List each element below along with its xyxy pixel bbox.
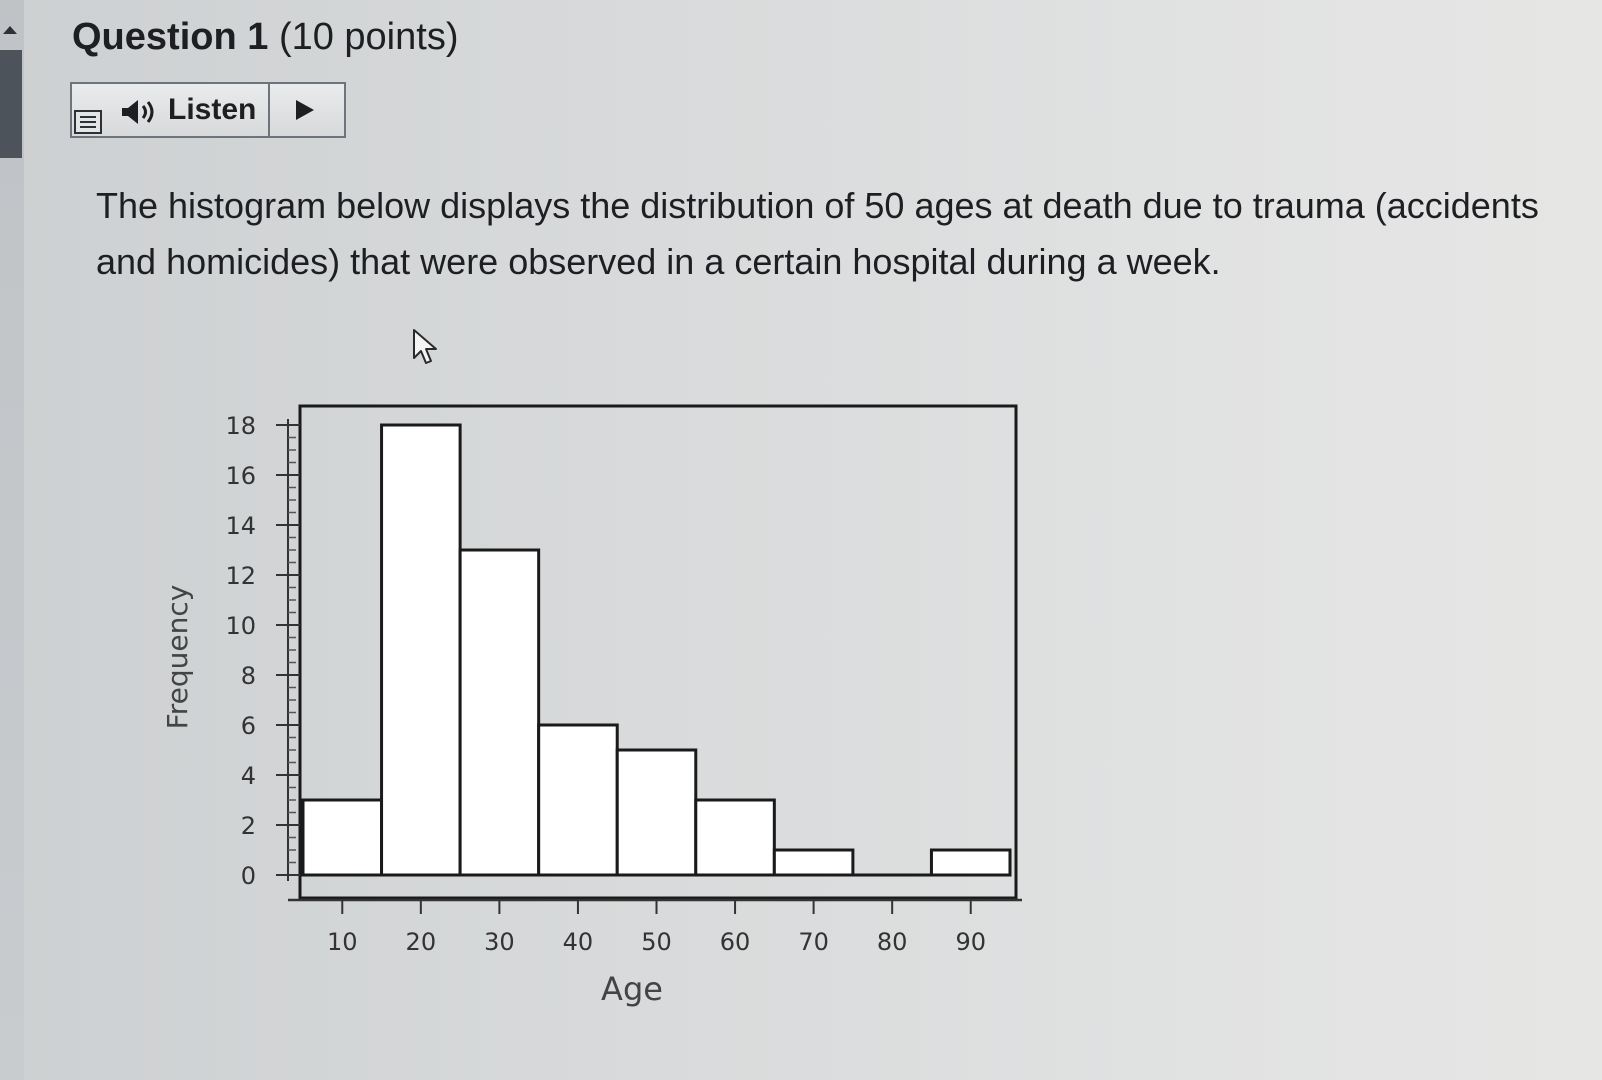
menu-icon[interactable] <box>74 110 102 134</box>
y-tick-label: 12 <box>225 562 256 590</box>
y-tick-label: 6 <box>241 712 256 740</box>
y-tick-label: 18 <box>225 412 256 440</box>
scrollbar-thumb[interactable] <box>0 50 22 158</box>
x-tick-label: 70 <box>798 928 829 956</box>
question-heading: Question 1 (10 points) <box>72 16 458 59</box>
x-tick-label: 90 <box>955 928 986 956</box>
play-icon <box>296 100 314 120</box>
y-axis-label: Frequency <box>161 585 194 730</box>
x-tick-label: 10 <box>327 928 358 956</box>
y-tick-label: 10 <box>225 612 256 640</box>
listen-divider <box>268 84 270 136</box>
histogram-bar-55–65 <box>694 798 776 877</box>
y-tick-label: 14 <box>225 512 256 540</box>
y-tick-label: 16 <box>225 462 256 490</box>
histogram-bar-25–35 <box>458 548 541 877</box>
histogram-bar-5–15 <box>301 798 384 877</box>
listen-widget: Listen <box>70 82 346 138</box>
x-axis-label: Age <box>601 970 663 1008</box>
y-tick-label: 4 <box>241 762 256 790</box>
mouse-cursor-icon <box>413 329 437 364</box>
y-tick-label: 0 <box>241 862 256 890</box>
histogram-bar-65–75 <box>772 848 855 877</box>
plot-frame <box>298 404 1018 900</box>
histogram-bar-35–45 <box>537 723 619 877</box>
question-prompt: The histogram below displays the distrib… <box>96 185 1539 282</box>
histogram-bar-85–95 <box>929 848 1012 877</box>
y-tick-label: 8 <box>241 662 256 690</box>
histogram-bar-15–25 <box>380 423 462 877</box>
listen-button[interactable]: Listen <box>168 93 257 126</box>
x-tick-label: 40 <box>563 928 594 956</box>
speaker-icon <box>122 100 154 124</box>
question-points: (10 points) <box>278 16 459 58</box>
question-title: Question 1 <box>72 16 269 58</box>
x-tick-label: 80 <box>877 928 908 956</box>
x-tick-label: 20 <box>406 928 437 956</box>
play-button[interactable] <box>270 84 344 136</box>
histogram-chart: 0 2 4 6 8 10 12 14 16 18 10 20 30 40 50 60 70 80 90 Age F… <box>161 404 1022 1008</box>
x-tick-label: 30 <box>484 928 515 956</box>
scrollbar[interactable] <box>0 0 24 1080</box>
x-tick-label: 60 <box>720 928 751 956</box>
y-tick-label: 2 <box>241 812 256 840</box>
scroll-up-arrow-icon[interactable] <box>3 26 17 34</box>
histogram-bar-45–55 <box>615 748 698 877</box>
x-tick-label: 50 <box>641 928 672 956</box>
